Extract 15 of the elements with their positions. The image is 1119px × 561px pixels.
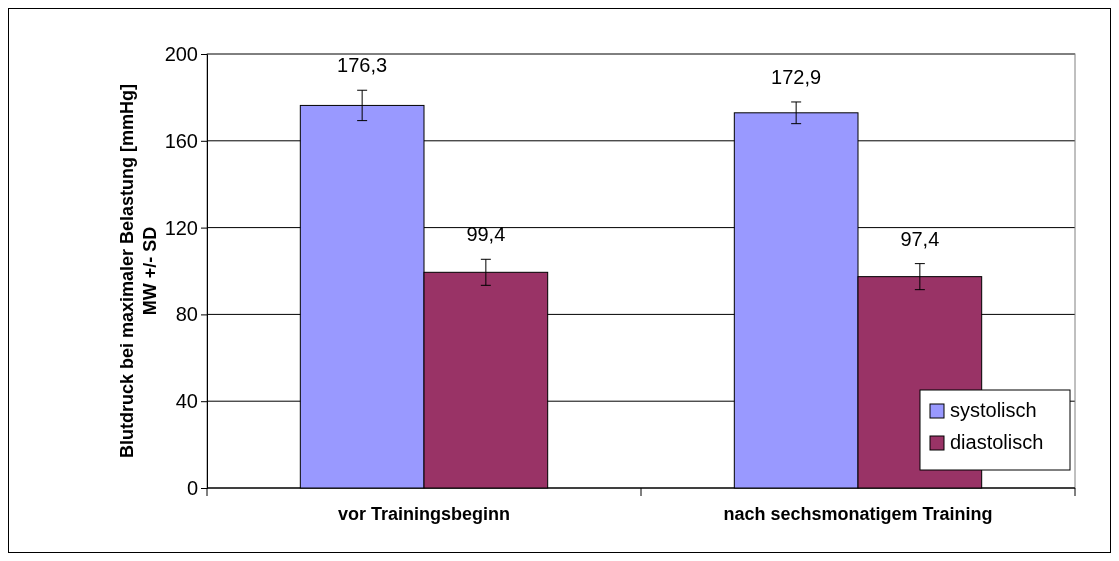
y-tick-label: 120: [164, 216, 198, 239]
data-label: 99,4: [466, 223, 506, 246]
x-tick-label: nach sechsmonatigem Training: [723, 503, 993, 524]
legend-label: diastolisch: [950, 431, 1044, 453]
data-label: 97,4: [900, 227, 940, 250]
legend-label: systolisch: [950, 399, 1037, 421]
x-tick-label: vor Trainingsbeginn: [337, 503, 511, 524]
y-tick-label: 40: [175, 390, 198, 413]
y-tick-label: 200: [164, 42, 198, 65]
data-label: 172,9: [771, 65, 822, 88]
y-tick-label: 160: [164, 129, 198, 152]
y-axis-title: Blutdruck bei maximaler Belastung [mmHg] MW +/- SD: [117, 83, 160, 459]
y-tick-label: 80: [175, 303, 198, 326]
y-tick-label: 0: [186, 476, 198, 499]
data-label: 176,3: [337, 54, 388, 77]
